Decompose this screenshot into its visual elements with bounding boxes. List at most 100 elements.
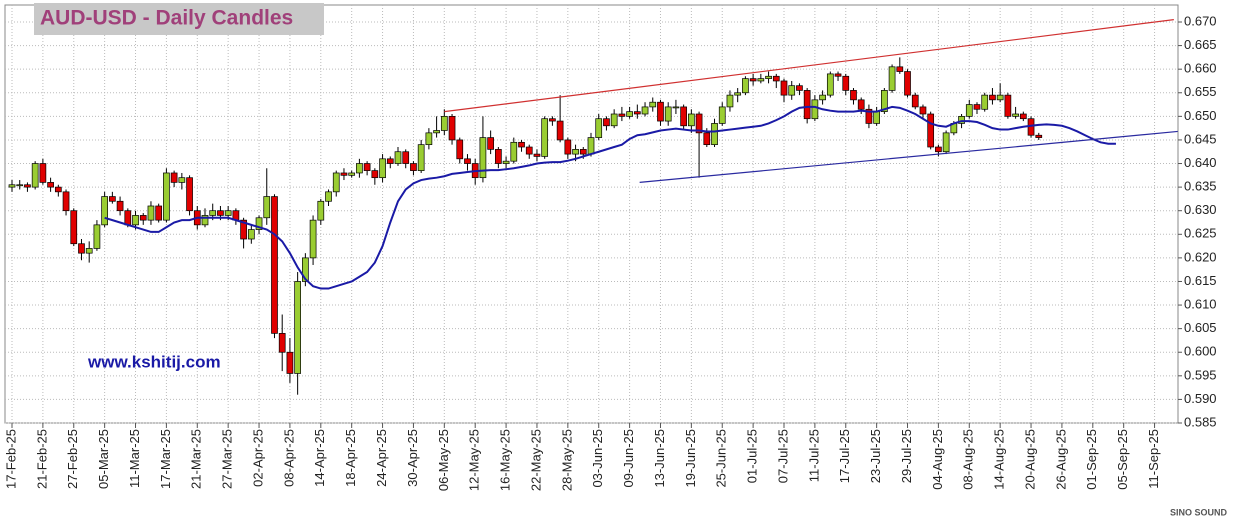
- candle-body: [479, 137, 487, 179]
- candle-body: [842, 75, 850, 91]
- candle-body: [672, 106, 680, 109]
- x-tick-label: 21-Feb-25: [34, 429, 49, 489]
- candle-body: [664, 106, 672, 122]
- x-tick-label: 05-Mar-25: [96, 429, 111, 489]
- candle-body: [572, 149, 579, 155]
- candle-body: [911, 94, 919, 108]
- candle-body: [626, 111, 633, 117]
- trendline: [444, 19, 1174, 113]
- candle-body: [402, 151, 410, 164]
- y-tick-label: 0.640: [1184, 155, 1217, 170]
- candle-body: [680, 106, 687, 127]
- x-tick-label: 17-Mar-25: [158, 429, 173, 489]
- candle-body: [201, 215, 209, 226]
- candle-body: [39, 163, 47, 183]
- candle-body: [579, 149, 587, 155]
- candle-body: [62, 191, 70, 212]
- x-tick-label: 07-Jul-25: [775, 429, 790, 483]
- candle-body: [603, 118, 610, 127]
- x-tick-label: 19-Jun-25: [683, 429, 698, 488]
- candle-body: [718, 106, 726, 124]
- candle-body: [657, 101, 664, 122]
- x-tick-label: 30-Apr-25: [405, 429, 420, 487]
- candle-body: [394, 151, 402, 164]
- candle-body: [425, 132, 433, 146]
- candle-body: [363, 163, 371, 171]
- candle-body: [317, 200, 325, 221]
- candle-body: [386, 158, 394, 164]
- candle-body: [518, 141, 525, 148]
- candle-body: [888, 66, 896, 91]
- x-tick-label: 28-May-25: [559, 429, 574, 491]
- y-tick-label: 0.625: [1184, 226, 1217, 241]
- x-tick-label: 11-Mar-25: [127, 429, 142, 488]
- y-tick-label: 0.605: [1184, 320, 1217, 335]
- candle-body: [433, 130, 440, 134]
- title-box: [34, 3, 324, 35]
- x-tick-label: 01-Sep-25: [1084, 429, 1099, 490]
- x-tick-label: 06-May-25: [436, 429, 451, 491]
- candle-body: [927, 113, 935, 148]
- candle-body: [101, 196, 108, 226]
- candle-body: [109, 196, 116, 202]
- x-tick-label: 05-Sep-25: [1115, 429, 1130, 490]
- y-tick-label: 0.615: [1184, 273, 1217, 288]
- candle-body: [711, 123, 718, 146]
- candle-body: [155, 205, 163, 221]
- candle-body: [247, 229, 255, 240]
- candle-body: [348, 172, 356, 176]
- y-tick-label: 0.620: [1184, 249, 1217, 264]
- candle-body: [302, 257, 309, 282]
- candle-body: [819, 94, 826, 101]
- candle-body: [834, 73, 842, 77]
- candle-body: [78, 243, 85, 254]
- candle-body: [178, 177, 186, 183]
- candle-body: [1035, 134, 1043, 138]
- candle-body: [93, 224, 101, 249]
- annotation: www.kshitij.com: [87, 352, 221, 371]
- x-tick-label: 01-Jul-25: [745, 429, 760, 483]
- candle-body: [549, 118, 556, 122]
- candle-body: [464, 158, 471, 164]
- x-tick-label: 16-May-25: [498, 429, 513, 491]
- candle-body: [765, 75, 772, 79]
- candle-body: [186, 177, 193, 212]
- candle-body: [695, 113, 703, 134]
- candle-body: [255, 217, 263, 230]
- candle-body: [525, 146, 533, 155]
- candle-body: [448, 116, 456, 141]
- x-tick-label: 17-Feb-25: [3, 429, 18, 489]
- candle-body: [286, 351, 294, 374]
- y-tick-label: 0.650: [1184, 108, 1217, 123]
- candle-body: [1012, 113, 1019, 117]
- candle-body: [734, 92, 742, 96]
- candle-body: [649, 101, 657, 108]
- y-tick-label: 0.660: [1184, 61, 1217, 76]
- y-tick-label: 0.645: [1184, 131, 1217, 146]
- candle-body: [24, 184, 31, 188]
- candle-body: [379, 158, 386, 179]
- candle-body: [850, 90, 857, 101]
- y-tick-label: 0.600: [1184, 344, 1217, 359]
- candle-body: [541, 118, 549, 157]
- candle-body: [1019, 113, 1027, 120]
- x-tick-label: 08-Apr-25: [281, 429, 296, 487]
- candle-body: [47, 182, 54, 188]
- candle-body: [873, 111, 880, 124]
- candle-body: [641, 106, 649, 115]
- candle-body: [965, 104, 973, 117]
- candle-body: [54, 186, 62, 193]
- x-tick-label: 14-Aug-25: [992, 429, 1007, 490]
- y-tick-label: 0.635: [1184, 179, 1217, 194]
- candle-body: [209, 210, 217, 216]
- x-tick-label: 02-Apr-25: [250, 429, 265, 487]
- candle-body: [217, 210, 224, 216]
- candle-body: [811, 99, 819, 120]
- candle-body: [564, 139, 572, 155]
- candle-body: [271, 196, 278, 334]
- candle-body: [726, 94, 734, 108]
- y-tick-label: 0.655: [1184, 84, 1217, 99]
- x-tick-label: 24-Apr-25: [374, 429, 389, 487]
- y-tick-label: 0.585: [1184, 414, 1217, 429]
